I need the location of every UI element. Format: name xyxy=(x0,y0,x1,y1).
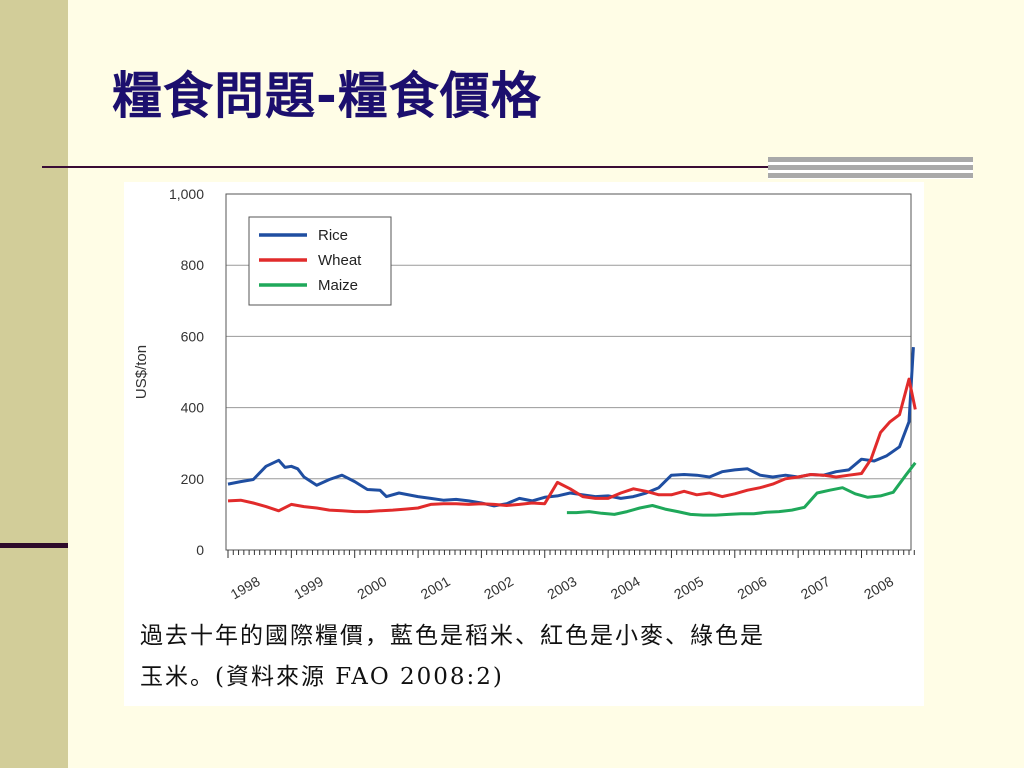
y-axis-label: US$/ton xyxy=(133,345,150,399)
x-tick-label: 2008 xyxy=(861,573,896,603)
x-tick-label: 2004 xyxy=(608,573,643,603)
y-tick-label: 800 xyxy=(181,257,205,273)
x-tick-label: 2002 xyxy=(481,573,516,603)
y-tick-label: 600 xyxy=(181,328,205,344)
x-tick-label: 2001 xyxy=(418,573,453,603)
legend-label: Rice xyxy=(318,227,348,244)
x-tick-label: 2007 xyxy=(798,573,833,603)
x-tick-label: 2005 xyxy=(671,573,706,603)
x-tick-label: 2000 xyxy=(354,573,389,603)
slide-title: 糧食問題-糧食價格 xyxy=(112,67,542,125)
y-tick-label: 200 xyxy=(181,471,205,487)
divider-accent xyxy=(768,157,973,179)
legend-label: Maize xyxy=(318,277,358,294)
title-divider xyxy=(42,166,964,168)
y-tick-label: 1,000 xyxy=(169,186,204,202)
x-tick-label: 1998 xyxy=(228,573,263,603)
series-line-maize xyxy=(566,461,917,517)
legend-label: Wheat xyxy=(318,252,362,269)
chart-figure: 0 200 400 600 800 1,000 US$/ton 1998 1999 2000 200… xyxy=(124,182,924,706)
caption-line-1: 過去十年的國際糧價，藍色是稻米、紅色是小麥、綠色是 xyxy=(140,623,765,649)
y-tick-label: 0 xyxy=(196,542,204,558)
series-line-wheat xyxy=(227,377,917,514)
slide-sidebar xyxy=(0,0,68,768)
sidebar-accent-line xyxy=(0,543,68,548)
series-line-rice xyxy=(227,347,915,508)
y-tick-label: 400 xyxy=(181,400,205,416)
line-chart: 0 200 400 600 800 1,000 US$/ton 1998 1999 2000 200… xyxy=(133,186,917,603)
caption-line-2: 玉米。(資料來源 FAO 2008:2) xyxy=(140,664,504,690)
x-tick-label: 2003 xyxy=(544,573,579,603)
x-tick-label: 1999 xyxy=(291,573,326,603)
x-tick-label: 2006 xyxy=(734,573,769,603)
figure-caption: 過去十年的國際糧價，藍色是稻米、紅色是小麥、綠色是 玉米。(資料來源 FAO 2… xyxy=(140,616,910,698)
